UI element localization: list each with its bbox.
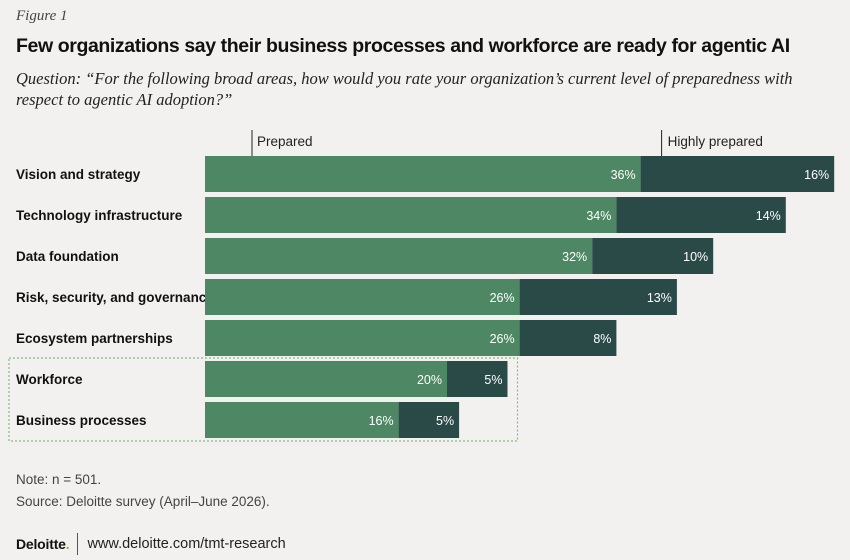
data-label-prepared-business-processes: 16% [369,414,394,428]
category-label-risk-security-and-governance: Risk, security, and governance [16,290,214,305]
bar-highly-prepared-ecosystem-partnerships [519,320,617,356]
figure-label: Figure 1 [16,8,68,24]
category-label-workforce: Workforce [16,372,83,387]
bar-highly-prepared-business-processes [398,402,460,438]
category-label-vision-and-strategy: Vision and strategy [16,167,141,182]
data-label-highly-prepared-risk-security-and-governance: 13% [647,291,672,305]
category-label-data-foundation: Data foundation [16,249,119,264]
data-label-prepared-risk-security-and-governance: 26% [490,291,515,305]
survey-question: Question: “For the following broad areas… [16,69,793,109]
highlight-box [8,357,519,442]
bar-prepared-data-foundation [205,238,593,274]
category-label-business-processes: Business processes [16,413,147,428]
bar-highly-prepared-vision-and-strategy [640,156,835,192]
legend-label-highly-prepared: Highly prepared [668,134,763,149]
bar-prepared-ecosystem-partnerships [205,320,520,356]
chart-title: Few organizations say their business pro… [16,35,790,57]
bar-prepared-workforce [205,361,447,397]
data-label-highly-prepared-vision-and-strategy: 16% [804,168,829,182]
bar-highly-prepared-data-foundation [592,238,714,274]
note: Note: n = 501. [16,472,102,487]
data-label-prepared-ecosystem-partnerships: 26% [490,332,515,346]
data-label-highly-prepared-workforce: 5% [484,373,502,387]
data-label-prepared-vision-and-strategy: 36% [611,168,636,182]
bar-prepared-technology-infrastructure [205,197,617,233]
legend-label-prepared: Prepared [257,134,313,149]
footer-divider [77,533,79,555]
data-label-highly-prepared-data-foundation: 10% [683,250,708,264]
data-label-highly-prepared-technology-infrastructure: 14% [756,209,781,223]
footer: Deloitte. www.deloitte.com/tmt-research [16,533,286,555]
data-label-prepared-data-foundation: 32% [562,250,587,264]
bar-prepared-business-processes [205,402,399,438]
footer-url[interactable]: www.deloitte.com/tmt-research [87,536,286,552]
bar-highly-prepared-risk-security-and-governance [519,279,677,315]
stacked-bar-chart: Prepared Highly prepared Vision and strate… [8,130,835,442]
data-label-highly-prepared-business-processes: 5% [436,414,454,428]
bar-highly-prepared-workforce [447,361,508,397]
bar-prepared-vision-and-strategy [205,156,641,192]
deloitte-logo: Deloitte. [16,536,70,552]
category-label-ecosystem-partnerships: Ecosystem partnerships [16,331,173,346]
bar-prepared-risk-security-and-governance [205,279,520,315]
data-label-highly-prepared-ecosystem-partnerships: 8% [593,332,611,346]
bar-highly-prepared-technology-infrastructure [616,197,786,233]
logo-text: Deloitte [16,536,66,552]
source: Source: Deloitte survey (April–June 2026… [16,494,270,509]
logo-dot: . [65,536,70,552]
data-label-prepared-workforce: 20% [417,373,442,387]
data-label-prepared-technology-infrastructure: 34% [586,209,611,223]
category-label-technology-infrastructure: Technology infrastructure [16,208,183,223]
